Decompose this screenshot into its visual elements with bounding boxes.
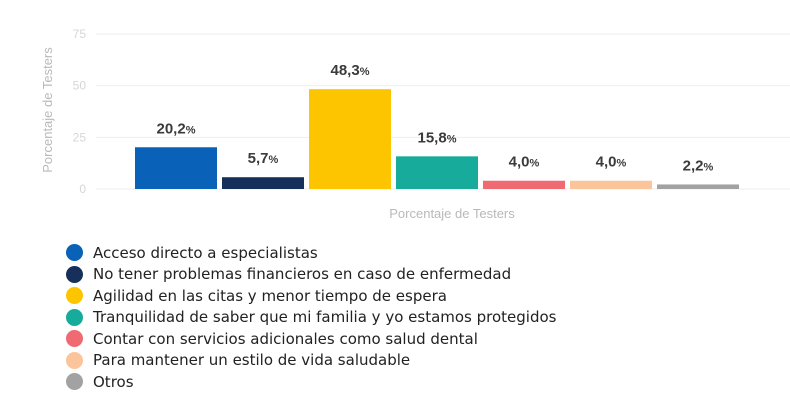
bar-7	[657, 184, 739, 189]
legend: Acceso directo a especialistas No tener p…	[66, 242, 557, 393]
legend-label: Contar con servicios adicionales como sa…	[93, 329, 478, 348]
y-axis-ticks: 75 50 25 0	[73, 27, 87, 196]
legend-label: Otros	[93, 372, 134, 391]
legend-item-2: No tener problemas financieros en caso d…	[66, 264, 557, 286]
bar-6	[570, 180, 652, 189]
data-label-value: 20,2	[157, 120, 186, 137]
data-label-6: 4,0%	[596, 154, 627, 171]
data-label-percent: %	[186, 124, 196, 136]
legend-swatch	[66, 308, 83, 326]
bar-3	[309, 89, 391, 189]
y-axis-title: Porcentaje de Testers	[40, 47, 55, 173]
legend-item-6: Para mantener un estilo de vida saludabl…	[66, 350, 557, 372]
bar-5	[483, 180, 565, 189]
y-tick-label: 50	[73, 79, 87, 93]
legend-label: Agilidad en las citas y menor tiempo de …	[93, 286, 447, 305]
legend-swatch	[66, 330, 83, 348]
data-labels: 20,2%5,7%48,3%15,8%4,0% 4,0% 2,2%	[157, 62, 714, 174]
data-label-3: 48,3%	[331, 62, 370, 79]
data-label-percent: %	[617, 158, 627, 170]
data-label-7: 2,2%	[683, 157, 714, 174]
y-tick-label: 75	[73, 27, 87, 41]
data-label-1: 20,2%	[157, 120, 196, 137]
legend-label: No tener problemas financieros en caso d…	[93, 265, 512, 284]
y-tick-label: 0	[79, 182, 86, 196]
legend-item-1: Acceso directo a especialistas	[66, 242, 557, 264]
legend-item-7: Otros	[66, 371, 557, 393]
legend-swatch	[66, 373, 83, 391]
legend-item-3: Agilidad en las citas y menor tiempo de …	[66, 285, 557, 307]
legend-label: Para mantener un estilo de vida saludabl…	[93, 351, 411, 370]
legend-swatch	[66, 265, 83, 283]
data-label-5: 4,0%	[509, 154, 540, 171]
data-label-value: 2,2	[683, 157, 704, 174]
data-label-percent: %	[360, 66, 370, 78]
data-label-value: 4,0	[509, 154, 530, 171]
bar-1	[135, 147, 217, 189]
x-axis-title: Porcentaje de Testers	[389, 206, 515, 221]
legend-item-5: Contar con servicios adicionales como sa…	[66, 328, 557, 350]
y-tick-label: 25	[73, 130, 87, 144]
data-label-percent: %	[704, 161, 714, 173]
data-label-4: 15,8%	[418, 129, 457, 146]
bar-4	[396, 156, 478, 189]
bars	[135, 89, 739, 189]
data-label-percent: %	[269, 154, 279, 166]
data-label-value: 5,7	[248, 150, 269, 167]
data-label-percent: %	[530, 158, 540, 170]
legend-label: Acceso directo a especialistas	[93, 243, 318, 262]
legend-swatch	[66, 287, 83, 305]
legend-swatch	[66, 351, 83, 369]
data-label-value: 4,0	[596, 154, 617, 171]
data-label-percent: %	[447, 133, 457, 145]
legend-swatch	[66, 244, 83, 262]
bar-2	[222, 177, 304, 189]
legend-item-4: Tranquilidad de saber que mi familia y y…	[66, 307, 557, 329]
data-label-2: 5,7%	[248, 150, 279, 167]
legend-label: Tranquilidad de saber que mi familia y y…	[93, 308, 557, 327]
data-label-value: 48,3	[331, 62, 360, 79]
data-label-value: 15,8	[418, 129, 447, 146]
